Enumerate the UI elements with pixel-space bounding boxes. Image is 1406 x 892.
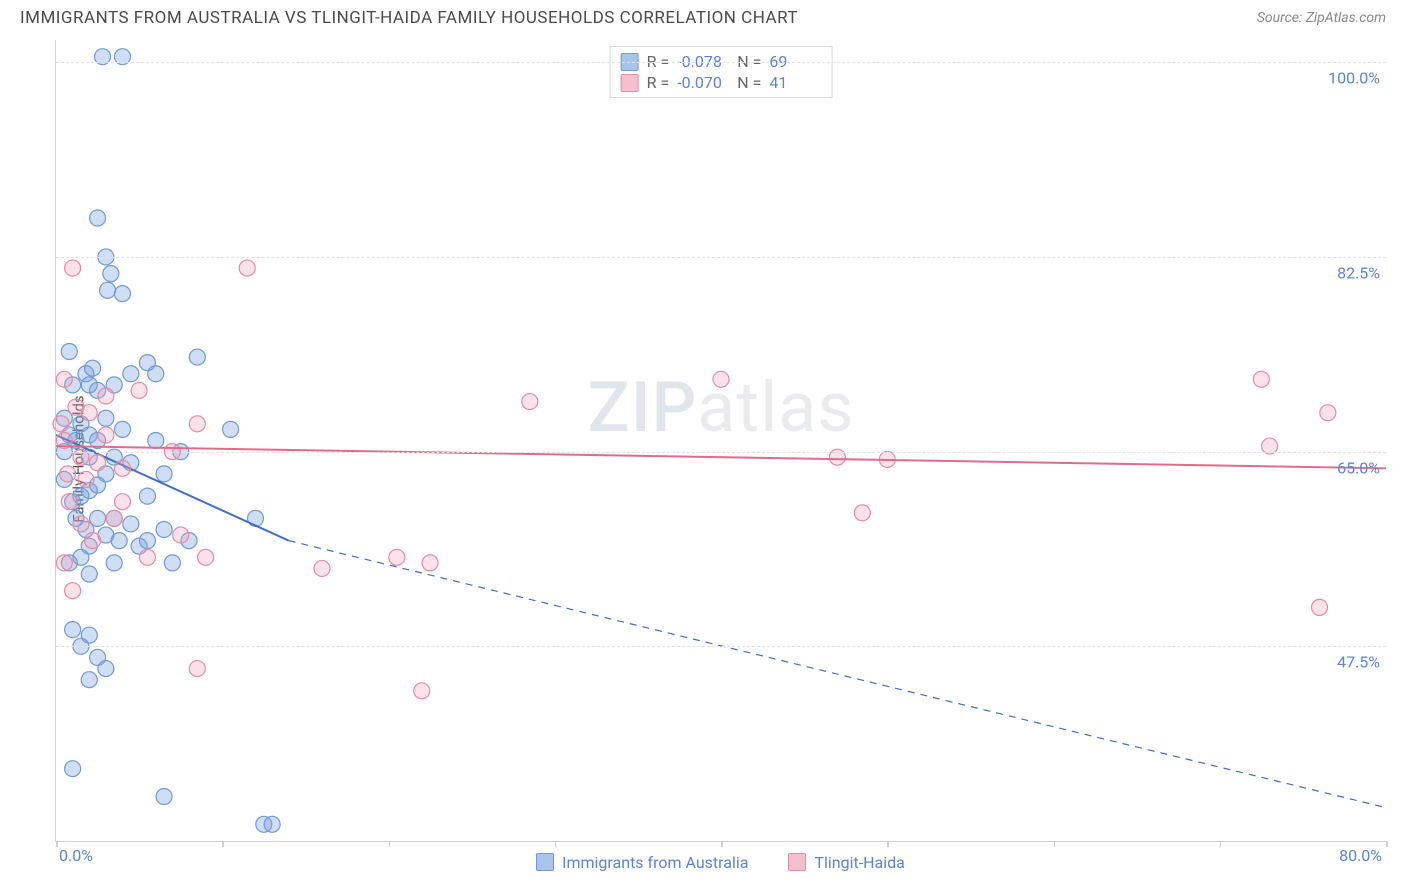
scatter-point [1312, 599, 1328, 615]
scatter-point [189, 416, 205, 432]
legend-label: Tlingit-Haida [814, 853, 904, 872]
scatter-point [115, 286, 131, 302]
scatter-point [422, 555, 438, 571]
scatter-point [314, 560, 330, 576]
legend-item: Immigrants from Australia [536, 853, 748, 872]
scatter-point [61, 494, 77, 510]
scatter-point [65, 622, 81, 638]
scatter-point [61, 344, 77, 360]
legend-swatch [536, 853, 554, 871]
scatter-point [522, 394, 538, 410]
scatter-point [90, 455, 106, 471]
scatter-point [98, 427, 114, 443]
scatter-point [78, 471, 94, 487]
series-legend: Immigrants from Australia Tlingit-Haida [55, 847, 1386, 877]
scatter-point [53, 416, 69, 432]
scatter-point [65, 583, 81, 599]
scatter-point [98, 388, 114, 404]
scatter-point [65, 761, 81, 777]
scatter-point [65, 260, 81, 276]
scatter-point [106, 555, 122, 571]
scatter-point [115, 494, 131, 510]
scatter-point [123, 366, 139, 382]
scatter-point [60, 466, 76, 482]
scatter-point [189, 661, 205, 677]
scatter-point [85, 533, 101, 549]
plot-area: ZIPatlas R =-0.078N =69R =-0.070N =41 47… [55, 40, 1386, 842]
scatter-point [81, 672, 97, 688]
scatter-point [56, 555, 72, 571]
scatter-point [164, 555, 180, 571]
scatter-point [156, 789, 172, 805]
y-tick-label: 47.5% [1337, 653, 1380, 672]
scatter-point [115, 421, 131, 437]
scatter-point [100, 282, 116, 298]
scatter-point [111, 533, 127, 549]
scatter-point [198, 549, 214, 565]
scatter-point [90, 210, 106, 226]
scatter-point [223, 421, 239, 437]
scatter-point [148, 433, 164, 449]
x-tick [1386, 841, 1388, 847]
scatter-point [81, 566, 97, 582]
scatter-point [264, 816, 280, 832]
scatter-point [81, 405, 97, 421]
scatter-point [106, 510, 122, 526]
scatter-point [139, 549, 155, 565]
scatter-point [156, 522, 172, 538]
scatter-point [139, 488, 155, 504]
scatter-point [98, 410, 114, 426]
gridline [56, 646, 1386, 647]
scatter-point [854, 505, 870, 521]
scatter-point [1253, 371, 1269, 387]
x-tick-label: 0.0% [59, 846, 93, 865]
trend-line-extrapolated [289, 541, 1386, 808]
scatter-point [56, 371, 72, 387]
scatter-point [73, 516, 89, 532]
chart-svg [56, 40, 1386, 841]
scatter-point [148, 366, 164, 382]
scatter-point [115, 460, 131, 476]
scatter-point [189, 349, 205, 365]
scatter-point [239, 260, 255, 276]
y-tick-label: 82.5% [1337, 263, 1380, 282]
legend-label: Immigrants from Australia [562, 853, 748, 872]
scatter-point [123, 516, 139, 532]
scatter-point [156, 466, 172, 482]
scatter-point [414, 683, 430, 699]
scatter-point [173, 527, 189, 543]
chart-title: IMMIGRANTS FROM AUSTRALIA VS TLINGIT-HAI… [20, 8, 798, 28]
scatter-point [98, 661, 114, 677]
scatter-point [73, 549, 89, 565]
x-tick-label: 80.0% [1339, 846, 1382, 865]
scatter-point [131, 382, 147, 398]
scatter-point [389, 549, 405, 565]
y-tick-label: 100.0% [1328, 69, 1380, 88]
scatter-point [1320, 405, 1336, 421]
legend-item: Tlingit-Haida [788, 853, 904, 872]
trend-line [56, 446, 1386, 468]
chart-container: Family Households ZIPatlas R =-0.078N =6… [20, 40, 1386, 877]
y-tick-label: 65.0% [1337, 458, 1380, 477]
scatter-point [713, 371, 729, 387]
scatter-point [90, 510, 106, 526]
gridline [56, 452, 1386, 453]
scatter-point [139, 533, 155, 549]
source-attribution: Source: ZipAtlas.com [1257, 10, 1386, 26]
scatter-point [81, 627, 97, 643]
gridline [56, 62, 1386, 63]
legend-swatch [788, 853, 806, 871]
scatter-point [85, 360, 101, 376]
gridline [56, 257, 1386, 258]
scatter-point [103, 266, 119, 282]
